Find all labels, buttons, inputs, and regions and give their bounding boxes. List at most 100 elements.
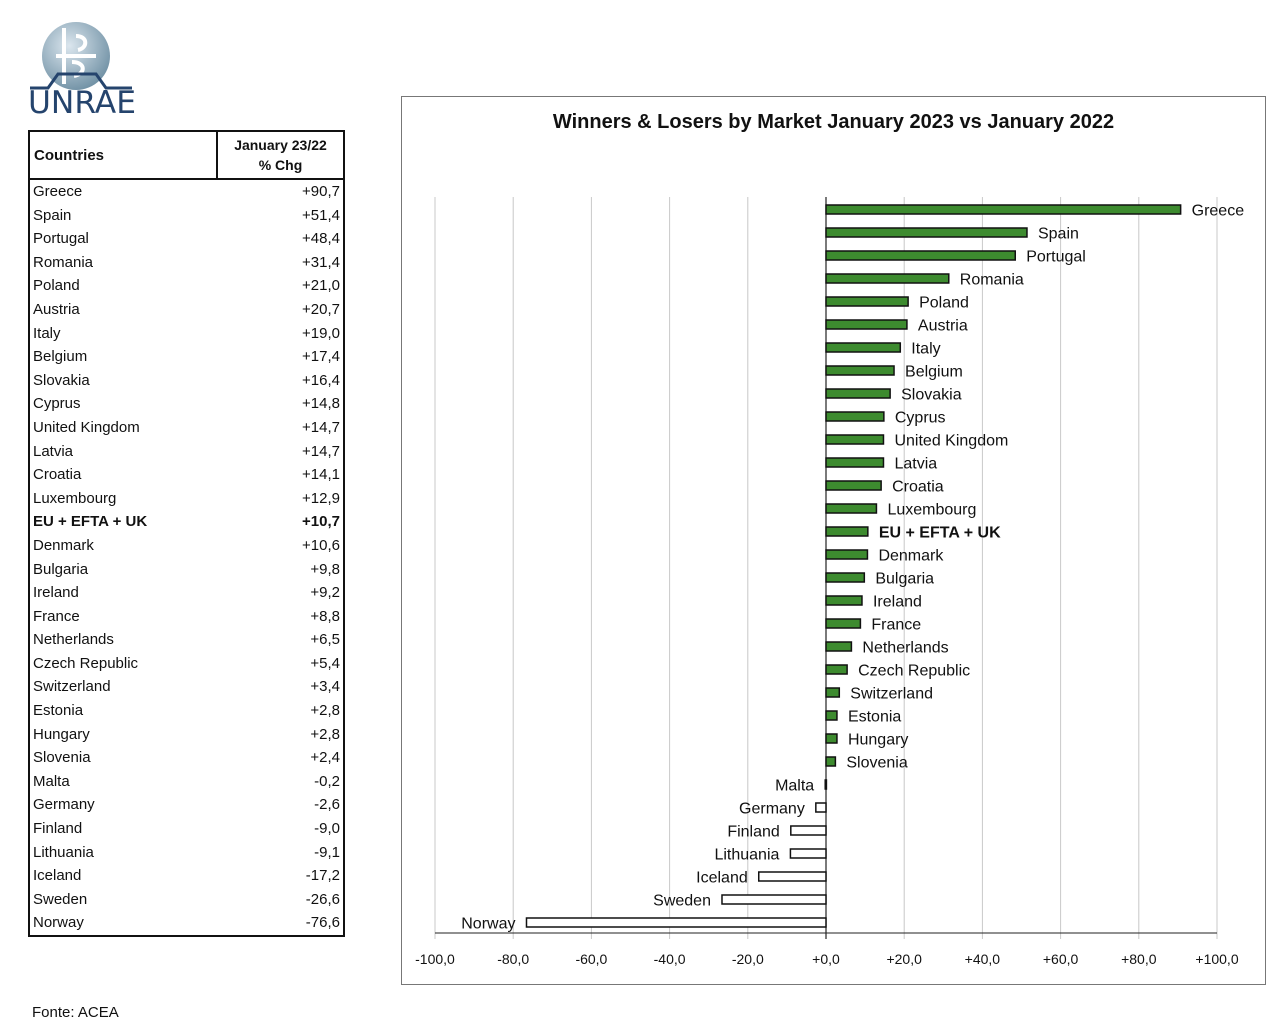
table-cell-country: Latvia (33, 442, 74, 460)
table-cell-change: -9,0 (314, 820, 340, 838)
bar-label: Slovakia (901, 387, 962, 404)
bar (825, 641, 853, 652)
table-row: Ireland +9,2 (29, 581, 344, 605)
header-change-line2: % Chg (258, 157, 303, 173)
table-cell-change: +16,4 (302, 371, 340, 389)
table-cell-country: Iceland (33, 867, 82, 885)
x-tick-label: -20,0 (732, 951, 764, 967)
bar-label: Slovenia (846, 755, 907, 772)
x-tick-label: +20,0 (886, 951, 922, 967)
table-row: Poland +21,0 (29, 274, 344, 298)
table-header-row: Countries January 23/22 % Chg (29, 131, 344, 180)
table-cell-country: Greece (33, 183, 83, 200)
bar (825, 388, 891, 399)
bar (825, 756, 837, 767)
header-countries: Countries (29, 131, 218, 180)
bar-label: France (871, 617, 921, 634)
table-cell-country: Ireland (33, 584, 79, 602)
table-row: Portugal +48,4 (29, 227, 344, 251)
bar (825, 664, 848, 675)
bar-label: Bulgaria (875, 571, 934, 588)
table-cell-country: Switzerland (33, 678, 111, 696)
table-row: Austria +20,7 (29, 298, 344, 322)
bar (825, 526, 869, 537)
bar (825, 710, 838, 721)
table-row: Latvia +14,7 (29, 440, 344, 464)
bar-label: Finland (727, 824, 779, 841)
bar-label: Austria (918, 318, 968, 335)
table-cell-country: Portugal (33, 230, 89, 248)
table-row: Norway -76,6 (29, 911, 344, 936)
table-cell-country: United Kingdom (33, 418, 140, 436)
table-cell-change: +2,8 (310, 725, 340, 743)
table-row: Bulgaria +9,8 (29, 558, 344, 582)
table-cell-change: +14,1 (302, 466, 340, 484)
bar-label: Netherlands (862, 640, 948, 657)
x-tick-label: +80,0 (1121, 951, 1157, 967)
bar (825, 250, 1016, 261)
x-tick-label: +0,0 (812, 951, 840, 967)
x-tick-label: +60,0 (1043, 951, 1079, 967)
table-cell-change: -17,2 (305, 867, 340, 885)
table-row: Switzerland +3,4 (29, 675, 344, 699)
table-row: Luxembourg +12,9 (29, 487, 344, 511)
bar (790, 825, 827, 836)
bar (757, 871, 827, 882)
table-row: Germany -2,6 (29, 793, 344, 817)
bar-label: Romania (960, 272, 1024, 289)
table-row: Slovenia +2,4 (29, 746, 344, 770)
bar-label: Ireland (873, 594, 922, 611)
table-row: Cyprus +14,8 (29, 392, 344, 416)
table-cell-country: Norway (33, 914, 84, 932)
bar (825, 503, 878, 514)
bar-label: Sweden (653, 893, 711, 910)
table-cell-change: +14,8 (302, 395, 340, 413)
table-cell-change: +12,9 (302, 489, 340, 507)
table-row: Finland -9,0 (29, 817, 344, 841)
table-cell-change: +2,8 (310, 702, 340, 720)
bar-chart: -100,0 -80,0 -60,0 -40,0 -20,0 +0,0 +20,0 +40,0… (415, 197, 1245, 967)
bar (815, 802, 827, 813)
table-cell-country: Croatia (33, 466, 82, 484)
table-cell-change: -0,2 (314, 772, 340, 790)
header-change: January 23/22 % Chg (217, 131, 344, 180)
bar (825, 572, 866, 583)
table-cell-country: EU + EFTA + UK (33, 513, 148, 531)
table-cell-change: -2,6 (314, 796, 340, 814)
x-tick-label: -60,0 (575, 951, 607, 967)
table-cell-country: Cyprus (33, 395, 81, 413)
bar (825, 365, 895, 376)
table-cell-country: Belgium (33, 348, 88, 366)
bar (825, 457, 885, 468)
bar-label: Portugal (1026, 249, 1086, 266)
table-row: Greece +90,7 (29, 179, 344, 204)
table-row: Estonia +2,8 (29, 699, 344, 723)
bar-label: Latvia (894, 456, 937, 473)
table-cell-change: +90,7 (302, 183, 340, 200)
x-tick-label: +40,0 (965, 951, 1001, 967)
bar-label: Greece (1192, 203, 1245, 220)
table-row: Romania +31,4 (29, 251, 344, 275)
x-tick-label: +100,0 (1195, 951, 1238, 967)
bar-label: Hungary (848, 732, 908, 749)
table-cell-change: +14,7 (302, 442, 340, 460)
table-cell-change: +10,7 (302, 513, 340, 531)
table-row: Croatia +14,1 (29, 463, 344, 487)
table-cell-country: Germany (33, 796, 95, 814)
bar (721, 894, 827, 905)
bar (525, 917, 827, 928)
bar-label: Cyprus (895, 410, 946, 427)
bar (789, 848, 827, 859)
source-note: Fonte: ACEA (32, 1004, 119, 1021)
bar (825, 342, 902, 353)
table-cell-country: Luxembourg (33, 489, 117, 507)
table-row: Spain +51,4 (29, 204, 344, 228)
table-cell-change: +5,4 (310, 654, 340, 672)
bar-label: Denmark (878, 548, 944, 565)
bar-label: Spain (1038, 226, 1079, 243)
bar (825, 480, 882, 491)
table-cell-change: +10,6 (302, 536, 340, 554)
table-cell-change: +21,0 (302, 277, 340, 295)
bar-label: Croatia (892, 479, 944, 496)
table-cell-country: Lithuania (33, 843, 94, 861)
